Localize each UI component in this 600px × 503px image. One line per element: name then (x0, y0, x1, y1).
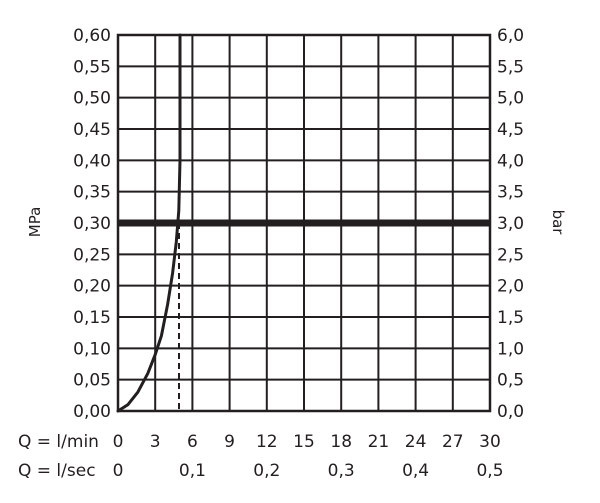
bottom-axis-ticks: 0 3 6 9 12 15 18 21 24 27 30 0 0,1 0,2 0,3 0,4 0,5 (113, 432, 504, 481)
x-axis-label-lsec: Q = l/sec (18, 461, 96, 481)
left-tick-label: 0,05 (73, 371, 111, 391)
right-tick-label: 2,5 (497, 245, 524, 265)
right-tick-label: 2,0 (497, 277, 524, 297)
x-tick-label-lsec: 0,2 (253, 461, 280, 481)
x-tick-label-lsec: 0,4 (402, 461, 429, 481)
left-tick-label: 0,25 (73, 245, 111, 265)
left-tick-label: 0,10 (73, 339, 111, 359)
left-tick-label: 0,00 (73, 402, 111, 422)
right-axis-title: bar (549, 210, 567, 236)
right-tick-label: 4,0 (497, 151, 524, 171)
right-tick-label: 5,0 (497, 89, 524, 109)
x-tick-label-lsec: 0 (113, 461, 124, 481)
x-tick-label-lmin: 12 (256, 432, 278, 452)
left-tick-label: 0,50 (73, 89, 111, 109)
x-tick-label-lmin: 15 (293, 432, 315, 452)
right-tick-label: 5,5 (497, 57, 524, 77)
x-tick-label-lmin: 21 (368, 432, 390, 452)
left-tick-label: 0,30 (73, 214, 111, 234)
x-tick-label-lsec: 0,3 (328, 461, 355, 481)
left-axis-ticks: 0,00 0,05 0,10 0,15 0,20 0,25 0,30 0,35 0,40 0,45… (73, 26, 111, 422)
x-tick-label-lmin: 3 (150, 432, 161, 452)
plot-area (116, 33, 490, 413)
x-tick-label-lmin: 18 (330, 432, 352, 452)
left-axis-title: MPa (26, 207, 44, 238)
left-tick-label: 0,60 (73, 26, 111, 46)
right-axis-ticks: 0,0 0,5 1,0 1,5 2,0 2,5 3,0 3,5 4,0 4,5 5,0 5,5 6,0 (497, 26, 524, 422)
left-tick-label: 0,15 (73, 308, 111, 328)
left-tick-label: 0,45 (73, 120, 111, 140)
x-tick-label-lmin: 30 (479, 432, 501, 452)
flow-curve (116, 33, 182, 413)
left-tick-label: 0,40 (73, 151, 111, 171)
x-tick-label-lmin: 24 (405, 432, 427, 452)
right-tick-label: 1,0 (497, 339, 524, 359)
right-tick-label: 1,5 (497, 308, 524, 328)
right-tick-label: 4,5 (497, 120, 524, 140)
right-tick-label: 6,0 (497, 26, 524, 46)
x-tick-label-lmin: 6 (187, 432, 198, 452)
left-tick-label: 0,55 (73, 57, 111, 77)
right-tick-label: 0,5 (497, 371, 524, 391)
x-tick-label-lsec: 0,1 (179, 461, 206, 481)
right-tick-label: 3,0 (497, 214, 524, 234)
left-tick-label: 0,35 (73, 183, 111, 203)
right-tick-label: 3,5 (497, 183, 524, 203)
x-tick-label-lmin: 0 (113, 432, 124, 452)
x-tick-label-lsec: 0,5 (476, 461, 503, 481)
x-tick-label-lmin: 27 (442, 432, 464, 452)
right-tick-label: 0,0 (497, 402, 524, 422)
left-tick-label: 0,20 (73, 277, 111, 297)
x-axis-label-lmin: Q = l/min (18, 432, 99, 452)
x-tick-label-lmin: 9 (224, 432, 235, 452)
